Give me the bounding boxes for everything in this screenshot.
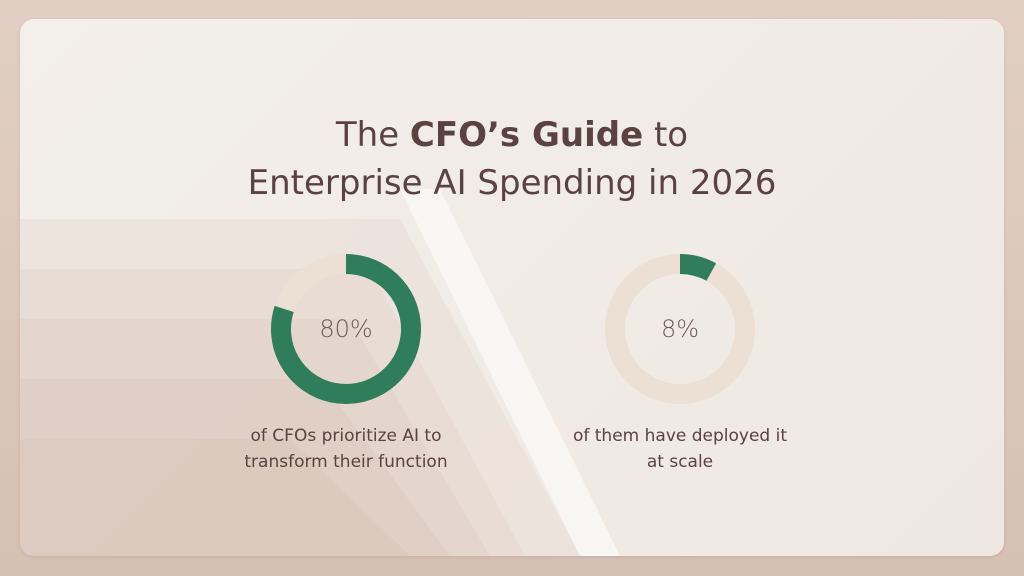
caption-line-2: at scale (646, 452, 714, 472)
decorative-background-shapes (20, 189, 620, 556)
title-suffix: to (643, 115, 689, 155)
donut-value-arc (679, 254, 717, 282)
donut-center-label: 80% (319, 315, 372, 343)
donut-center-label: 8% (661, 315, 699, 343)
caption-cfo-priority: of CFOs prioritize AI to transform their… (196, 423, 496, 475)
page-title: The CFO’s Guide to Enterprise AI Spendin… (20, 111, 1004, 207)
title-bold: CFO’s Guide (409, 115, 644, 155)
caption-line-1: of them have deployed it (572, 426, 788, 446)
title-line-2: Enterprise AI Spending in 2026 (247, 163, 777, 203)
donut-value-arc (271, 254, 421, 404)
caption-line-2: transform their function (244, 452, 448, 472)
title-line-1: The CFO’s Guide to (20, 111, 1004, 159)
slide-card: The CFO’s Guide to Enterprise AI Spendin… (20, 19, 1004, 556)
donut-chart-deployed-at-scale: 8% (605, 254, 755, 404)
caption-line-1: of CFOs prioritize AI to (250, 426, 442, 446)
donut-chart-cfo-priority: 80% (271, 254, 421, 404)
caption-deployed-at-scale: of them have deployed it at scale (530, 423, 830, 475)
title-prefix: The (335, 115, 410, 155)
